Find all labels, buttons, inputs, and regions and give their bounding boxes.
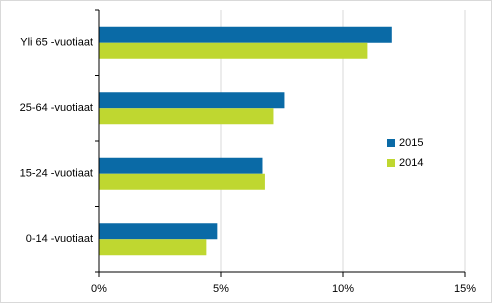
x-tick-label: 15% <box>454 283 476 295</box>
x-tick-label: 0% <box>91 283 107 295</box>
bar <box>99 26 392 43</box>
y-tick-label: 25-64 -vuotiaat <box>20 102 93 114</box>
bar <box>99 42 368 59</box>
legend-swatch <box>387 139 395 147</box>
y-tick-label: 0-14 -vuotiaat <box>26 233 93 245</box>
bar <box>99 92 285 109</box>
bar <box>99 108 274 125</box>
y-tick-label: 15-24 -vuotiaat <box>20 168 93 180</box>
bar <box>99 173 265 190</box>
y-tick-label: Yli 65 -vuotiaat <box>20 37 93 49</box>
bar <box>99 157 263 174</box>
bar <box>99 239 207 256</box>
x-tick-label: 10% <box>332 283 354 295</box>
x-tick-label: 5% <box>213 283 229 295</box>
legend-label: 2014 <box>399 157 423 169</box>
legend-label: 2015 <box>399 137 423 149</box>
bar <box>99 223 218 240</box>
legend-swatch <box>387 159 395 167</box>
